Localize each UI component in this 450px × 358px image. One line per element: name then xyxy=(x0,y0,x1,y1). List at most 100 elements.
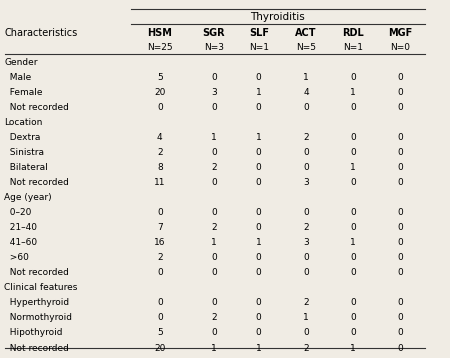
Text: 0: 0 xyxy=(303,253,309,262)
Text: 0: 0 xyxy=(351,329,356,338)
Text: 2: 2 xyxy=(211,163,216,172)
Text: RDL: RDL xyxy=(342,28,364,38)
Text: 0: 0 xyxy=(157,299,162,308)
Text: N=0: N=0 xyxy=(391,43,410,52)
Text: Hyperthyroid: Hyperthyroid xyxy=(4,299,70,308)
Text: 0: 0 xyxy=(398,148,403,157)
Text: Thyroiditis: Thyroiditis xyxy=(251,12,305,22)
Text: 2: 2 xyxy=(303,133,309,142)
Text: N=5: N=5 xyxy=(296,43,316,52)
Text: Female: Female xyxy=(4,88,43,97)
Text: 1: 1 xyxy=(303,73,309,82)
Text: 0: 0 xyxy=(398,223,403,232)
Text: 0: 0 xyxy=(256,208,261,217)
Text: 0: 0 xyxy=(303,163,309,172)
Text: Age (year): Age (year) xyxy=(4,193,52,202)
Text: 0: 0 xyxy=(256,223,261,232)
Text: Location: Location xyxy=(4,118,43,127)
Text: 0: 0 xyxy=(398,344,403,353)
Text: 1: 1 xyxy=(351,88,356,97)
Text: 0: 0 xyxy=(398,178,403,187)
Text: 0: 0 xyxy=(211,268,216,277)
Text: 3: 3 xyxy=(303,178,309,187)
Text: N=1: N=1 xyxy=(343,43,363,52)
Text: 0: 0 xyxy=(398,268,403,277)
Text: Not recorded: Not recorded xyxy=(4,268,69,277)
Text: 0: 0 xyxy=(256,314,261,323)
Text: 1: 1 xyxy=(211,133,216,142)
Text: 1: 1 xyxy=(256,238,261,247)
Text: 20: 20 xyxy=(154,88,166,97)
Text: 0: 0 xyxy=(303,148,309,157)
Text: 0: 0 xyxy=(398,73,403,82)
Text: 0: 0 xyxy=(398,299,403,308)
Text: 16: 16 xyxy=(154,238,166,247)
Text: 0: 0 xyxy=(398,103,403,112)
Text: 0: 0 xyxy=(398,329,403,338)
Text: 0: 0 xyxy=(256,178,261,187)
Text: 0: 0 xyxy=(351,253,356,262)
Text: Sinistra: Sinistra xyxy=(4,148,45,157)
Text: Not recorded: Not recorded xyxy=(4,103,69,112)
Text: 2: 2 xyxy=(211,314,216,323)
Text: Not recorded: Not recorded xyxy=(4,178,69,187)
Text: 0: 0 xyxy=(351,299,356,308)
Text: 5: 5 xyxy=(157,329,162,338)
Text: 5: 5 xyxy=(157,73,162,82)
Text: 0: 0 xyxy=(351,223,356,232)
Text: 0: 0 xyxy=(398,253,403,262)
Text: 0: 0 xyxy=(256,73,261,82)
Text: 0: 0 xyxy=(256,253,261,262)
Text: 0: 0 xyxy=(303,208,309,217)
Text: 1: 1 xyxy=(211,344,216,353)
Text: Gender: Gender xyxy=(4,58,38,67)
Text: 0: 0 xyxy=(211,208,216,217)
Text: SGR: SGR xyxy=(202,28,225,38)
Text: 0: 0 xyxy=(211,329,216,338)
Text: N=1: N=1 xyxy=(249,43,269,52)
Text: 0: 0 xyxy=(211,178,216,187)
Text: 0: 0 xyxy=(211,253,216,262)
Text: 11: 11 xyxy=(154,178,166,187)
Text: 0: 0 xyxy=(351,268,356,277)
Text: 0: 0 xyxy=(398,314,403,323)
Text: 0: 0 xyxy=(256,103,261,112)
Text: 0: 0 xyxy=(398,163,403,172)
Text: 4: 4 xyxy=(303,88,309,97)
Text: 0: 0 xyxy=(256,299,261,308)
Text: 21–40: 21–40 xyxy=(4,223,37,232)
Text: 4: 4 xyxy=(157,133,162,142)
Text: 0: 0 xyxy=(303,329,309,338)
Text: 0: 0 xyxy=(256,148,261,157)
Text: 0: 0 xyxy=(211,299,216,308)
Text: 0: 0 xyxy=(351,148,356,157)
Text: 1: 1 xyxy=(256,88,261,97)
Text: 3: 3 xyxy=(303,238,309,247)
Text: 0: 0 xyxy=(351,133,356,142)
Text: 0: 0 xyxy=(398,238,403,247)
Text: N=25: N=25 xyxy=(147,43,172,52)
Text: 8: 8 xyxy=(157,163,162,172)
Text: Not recorded: Not recorded xyxy=(4,344,69,353)
Text: 0: 0 xyxy=(157,268,162,277)
Text: 0: 0 xyxy=(398,133,403,142)
Text: Characteristics: Characteristics xyxy=(4,28,78,38)
Text: 2: 2 xyxy=(303,223,309,232)
Text: 0: 0 xyxy=(303,268,309,277)
Text: 0: 0 xyxy=(211,73,216,82)
Text: 0: 0 xyxy=(157,314,162,323)
Text: Hipothyroid: Hipothyroid xyxy=(4,329,63,338)
Text: N=3: N=3 xyxy=(204,43,224,52)
Text: SLF: SLF xyxy=(249,28,269,38)
Text: Clinical features: Clinical features xyxy=(4,284,78,292)
Text: 2: 2 xyxy=(157,253,162,262)
Text: 0: 0 xyxy=(303,103,309,112)
Text: 0: 0 xyxy=(351,178,356,187)
Text: Male: Male xyxy=(4,73,32,82)
Text: Normothyroid: Normothyroid xyxy=(4,314,72,323)
Text: 0: 0 xyxy=(256,268,261,277)
Text: 1: 1 xyxy=(351,344,356,353)
Text: 1: 1 xyxy=(256,344,261,353)
Text: 0: 0 xyxy=(351,314,356,323)
Text: 0: 0 xyxy=(157,103,162,112)
